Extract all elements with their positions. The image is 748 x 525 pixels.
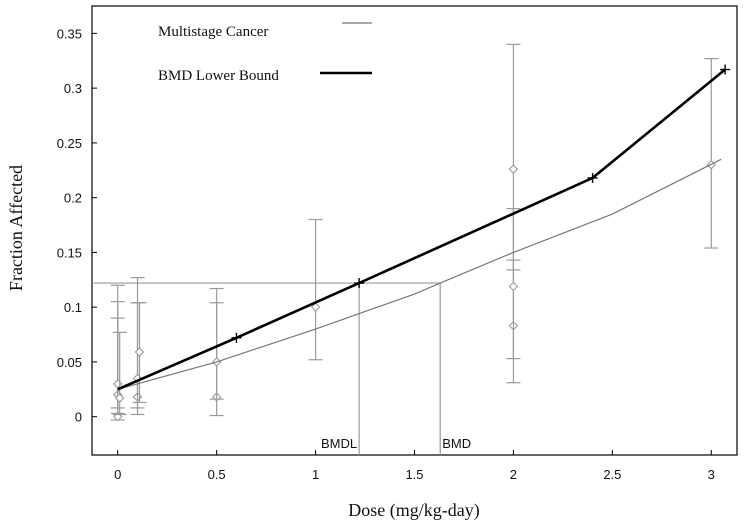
x-axis-title: Dose (mg/kg-day) xyxy=(348,500,479,521)
x-tick-label: 0.5 xyxy=(208,467,226,482)
series-line-multistage xyxy=(117,158,722,390)
y-tick-label: 0.05 xyxy=(57,355,82,370)
observation-point xyxy=(112,379,123,389)
legend: Multistage Cancer BMD Lower Bound xyxy=(158,22,372,84)
bmd-label: BMD xyxy=(442,436,471,451)
y-tick-label: 0.3 xyxy=(64,81,82,96)
observation-error-bars xyxy=(110,43,719,422)
x-tick-label: 3 xyxy=(708,467,715,482)
y-tick-label: 0.35 xyxy=(57,26,82,41)
bmr-reference-lines: BMDL BMD xyxy=(92,282,471,455)
series-line-bmd-lower-bound xyxy=(117,68,726,391)
observation-point xyxy=(134,347,145,357)
bmdl-label: BMDL xyxy=(321,436,357,451)
observation-point xyxy=(508,164,519,174)
axis-ticks: 0 0.5 1 1.5 2 2.5 3 0 0.05 0.1 0.15 0.2 0.25 0.3 0.35 xyxy=(57,26,715,482)
x-tick-label: 2 xyxy=(510,467,517,482)
y-tick-label: 0.1 xyxy=(64,300,82,315)
observation-point xyxy=(310,302,321,312)
legend-label-multistage: Multistage Cancer xyxy=(158,24,268,40)
x-tick-label: 1.5 xyxy=(405,467,423,482)
x-tick-label: 0 xyxy=(114,467,121,482)
y-tick-label: 0.2 xyxy=(64,191,82,206)
x-tick-label: 2.5 xyxy=(603,467,621,482)
y-tick-label: 0 xyxy=(75,410,82,425)
legend-label-bmd-lower-bound: BMD Lower Bound xyxy=(158,68,279,84)
observation-point xyxy=(114,393,125,403)
y-tick-label: 0.25 xyxy=(57,136,82,151)
observation-point xyxy=(508,281,519,292)
x-tick-label: 1 xyxy=(312,467,319,482)
y-tick-label: 0.15 xyxy=(57,245,82,260)
fitted-curves xyxy=(117,64,731,391)
y-axis-title: Fraction Affected xyxy=(6,165,26,291)
